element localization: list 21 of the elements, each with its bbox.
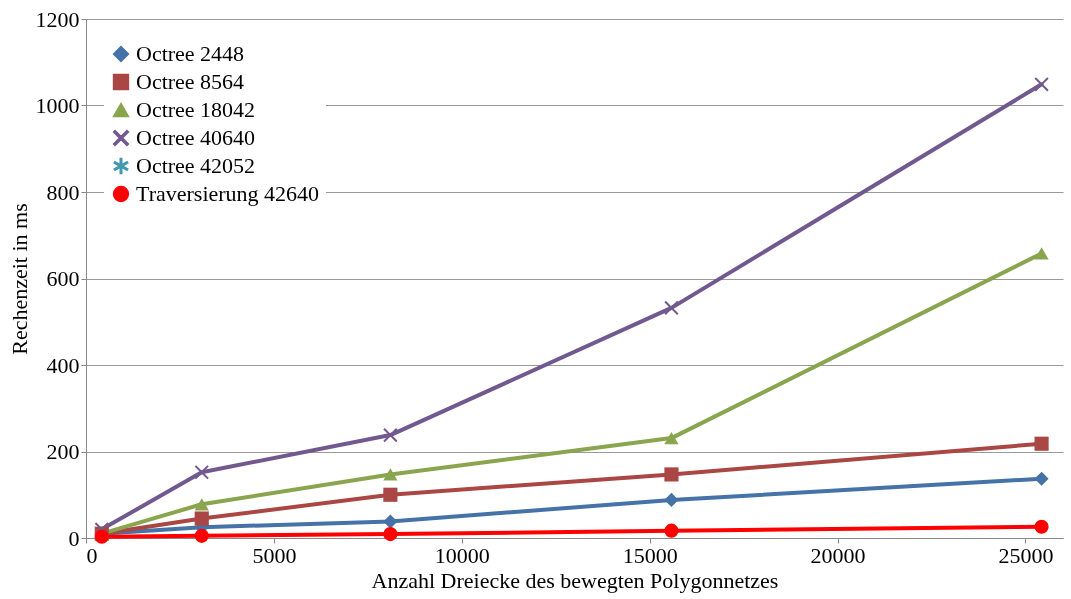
legend-label: Octree 42052 xyxy=(136,153,256,178)
x-tick-label: 20000 xyxy=(810,542,866,568)
y-tick-label: 1200 xyxy=(35,6,80,32)
x-tick-label: 5000 xyxy=(252,542,297,568)
legend-label: Octree 40640 xyxy=(136,125,256,150)
x-axis-title: Anzahl Dreiecke des bewegten Polygonnetzes xyxy=(371,567,779,593)
x-tick-label: 0 xyxy=(86,542,98,568)
y-axis-title: Rechenzeit in ms xyxy=(6,203,32,355)
y-tick-label: 600 xyxy=(46,266,80,291)
legend-label: Octree 2448 xyxy=(136,41,245,66)
legend-label: Octree 8564 xyxy=(136,69,245,94)
y-tick-label: 800 xyxy=(46,179,80,205)
legend-label: Octree 18042 xyxy=(136,97,256,122)
x-tick-label: 25000 xyxy=(998,542,1054,568)
x-tick-label: 10000 xyxy=(434,542,490,568)
y-tick-label: 200 xyxy=(46,439,80,464)
legend-label: Traversierung 42640 xyxy=(136,181,320,206)
y-tick-label: 0 xyxy=(68,525,80,551)
y-tick-label: 1000 xyxy=(35,93,80,118)
x-tick-label: 15000 xyxy=(622,542,678,568)
y-tick-label: 400 xyxy=(46,352,80,378)
